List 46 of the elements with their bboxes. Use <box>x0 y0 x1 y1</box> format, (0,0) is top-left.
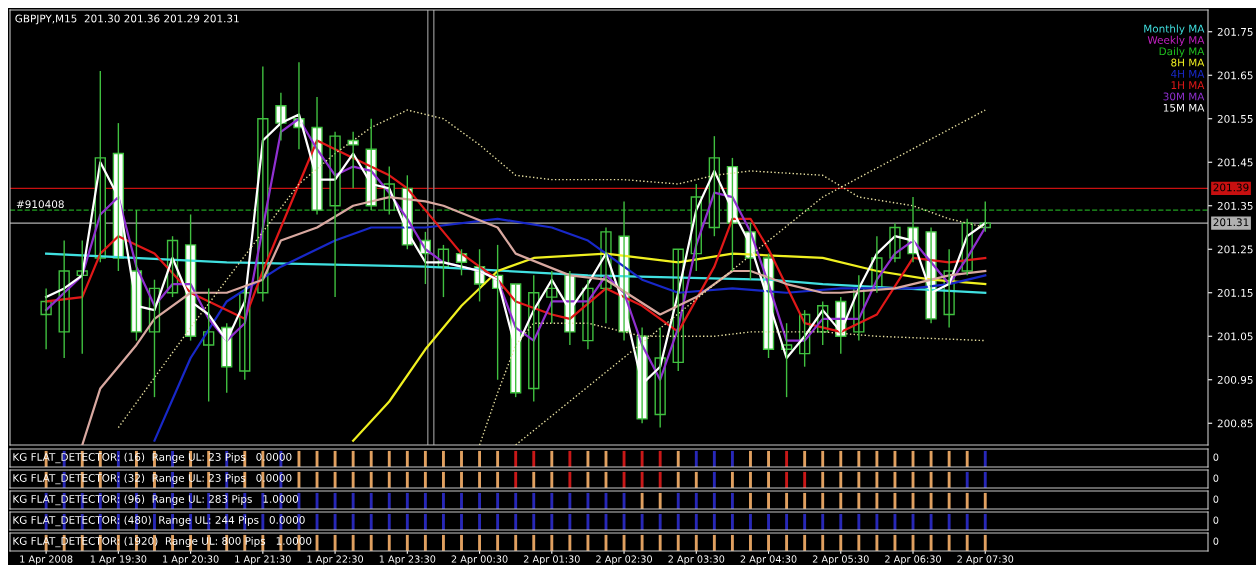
y-tick-label: 200.85 <box>1217 419 1253 428</box>
x-tick-label: 2 Apr 05:30 <box>812 555 869 565</box>
x-tick-label: 2 Apr 01:30 <box>523 555 580 565</box>
y-tick-label: 201.25 <box>1217 245 1253 254</box>
line-series <box>352 252 987 442</box>
text: Monthly MA <box>1144 24 1205 35</box>
ref-line-label: 201.31 <box>1213 218 1249 227</box>
text: 0 <box>1213 537 1219 545</box>
x-tick-label: 2 Apr 02:30 <box>596 555 653 565</box>
x-tick-label: 2 Apr 03:30 <box>668 555 725 565</box>
y-tick-label: 200.95 <box>1217 375 1253 384</box>
text: 30M MA <box>1163 92 1205 101</box>
text: 0 <box>1213 453 1219 461</box>
x-tick-label: 1 Apr 20:30 <box>163 555 219 565</box>
x-tick-label: 2 Apr 04:30 <box>740 555 797 565</box>
candlestick <box>347 131 359 190</box>
y-tick-label: 201.45 <box>1217 158 1253 167</box>
y-tick-label: 201.15 <box>1217 288 1253 297</box>
line-series <box>81 195 987 445</box>
x-tick-label: 2 Apr 00:30 <box>451 555 508 565</box>
text: 0 <box>1213 516 1219 524</box>
x-tick-label: 2 Apr 07:30 <box>957 555 1014 565</box>
line-series <box>153 217 987 442</box>
text: 0 <box>1213 495 1219 503</box>
line-series <box>45 252 987 294</box>
y-tick-label: 201.35 <box>1217 201 1253 210</box>
x-tick-label: 2 Apr 06:30 <box>885 555 941 565</box>
legend-label: Weekly MA <box>1147 35 1205 46</box>
y-tick-label: 201.75 <box>1217 27 1253 36</box>
ref-line-label: 201.39 <box>1213 183 1249 192</box>
annotation: #910408 <box>16 200 64 209</box>
y-tick-label: 201.55 <box>1217 114 1253 123</box>
chart-title: GBPJPY,M15 201.30 201.36 201.29 201.31 <box>15 14 239 25</box>
y-tick-label: 201.05 <box>1217 332 1253 341</box>
y-tick-label: 201.65 <box>1217 71 1253 80</box>
x-tick-label: 1 Apr 23:30 <box>379 555 436 565</box>
text: 4H MA <box>1171 70 1205 78</box>
text: 8H MA <box>1171 58 1205 67</box>
text: 15M MA <box>1163 103 1205 112</box>
x-tick-label: 1 Apr 19:30 <box>90 555 147 565</box>
legend-label: Daily MA <box>1159 47 1205 58</box>
text: 1H MA <box>1171 81 1205 89</box>
text: 0 <box>1213 474 1219 482</box>
x-tick-label: 1 Apr 2008 <box>20 555 73 565</box>
x-tick-label: 1 Apr 21:30 <box>235 555 291 565</box>
x-tick-label: 1 Apr 22:30 <box>307 555 364 565</box>
